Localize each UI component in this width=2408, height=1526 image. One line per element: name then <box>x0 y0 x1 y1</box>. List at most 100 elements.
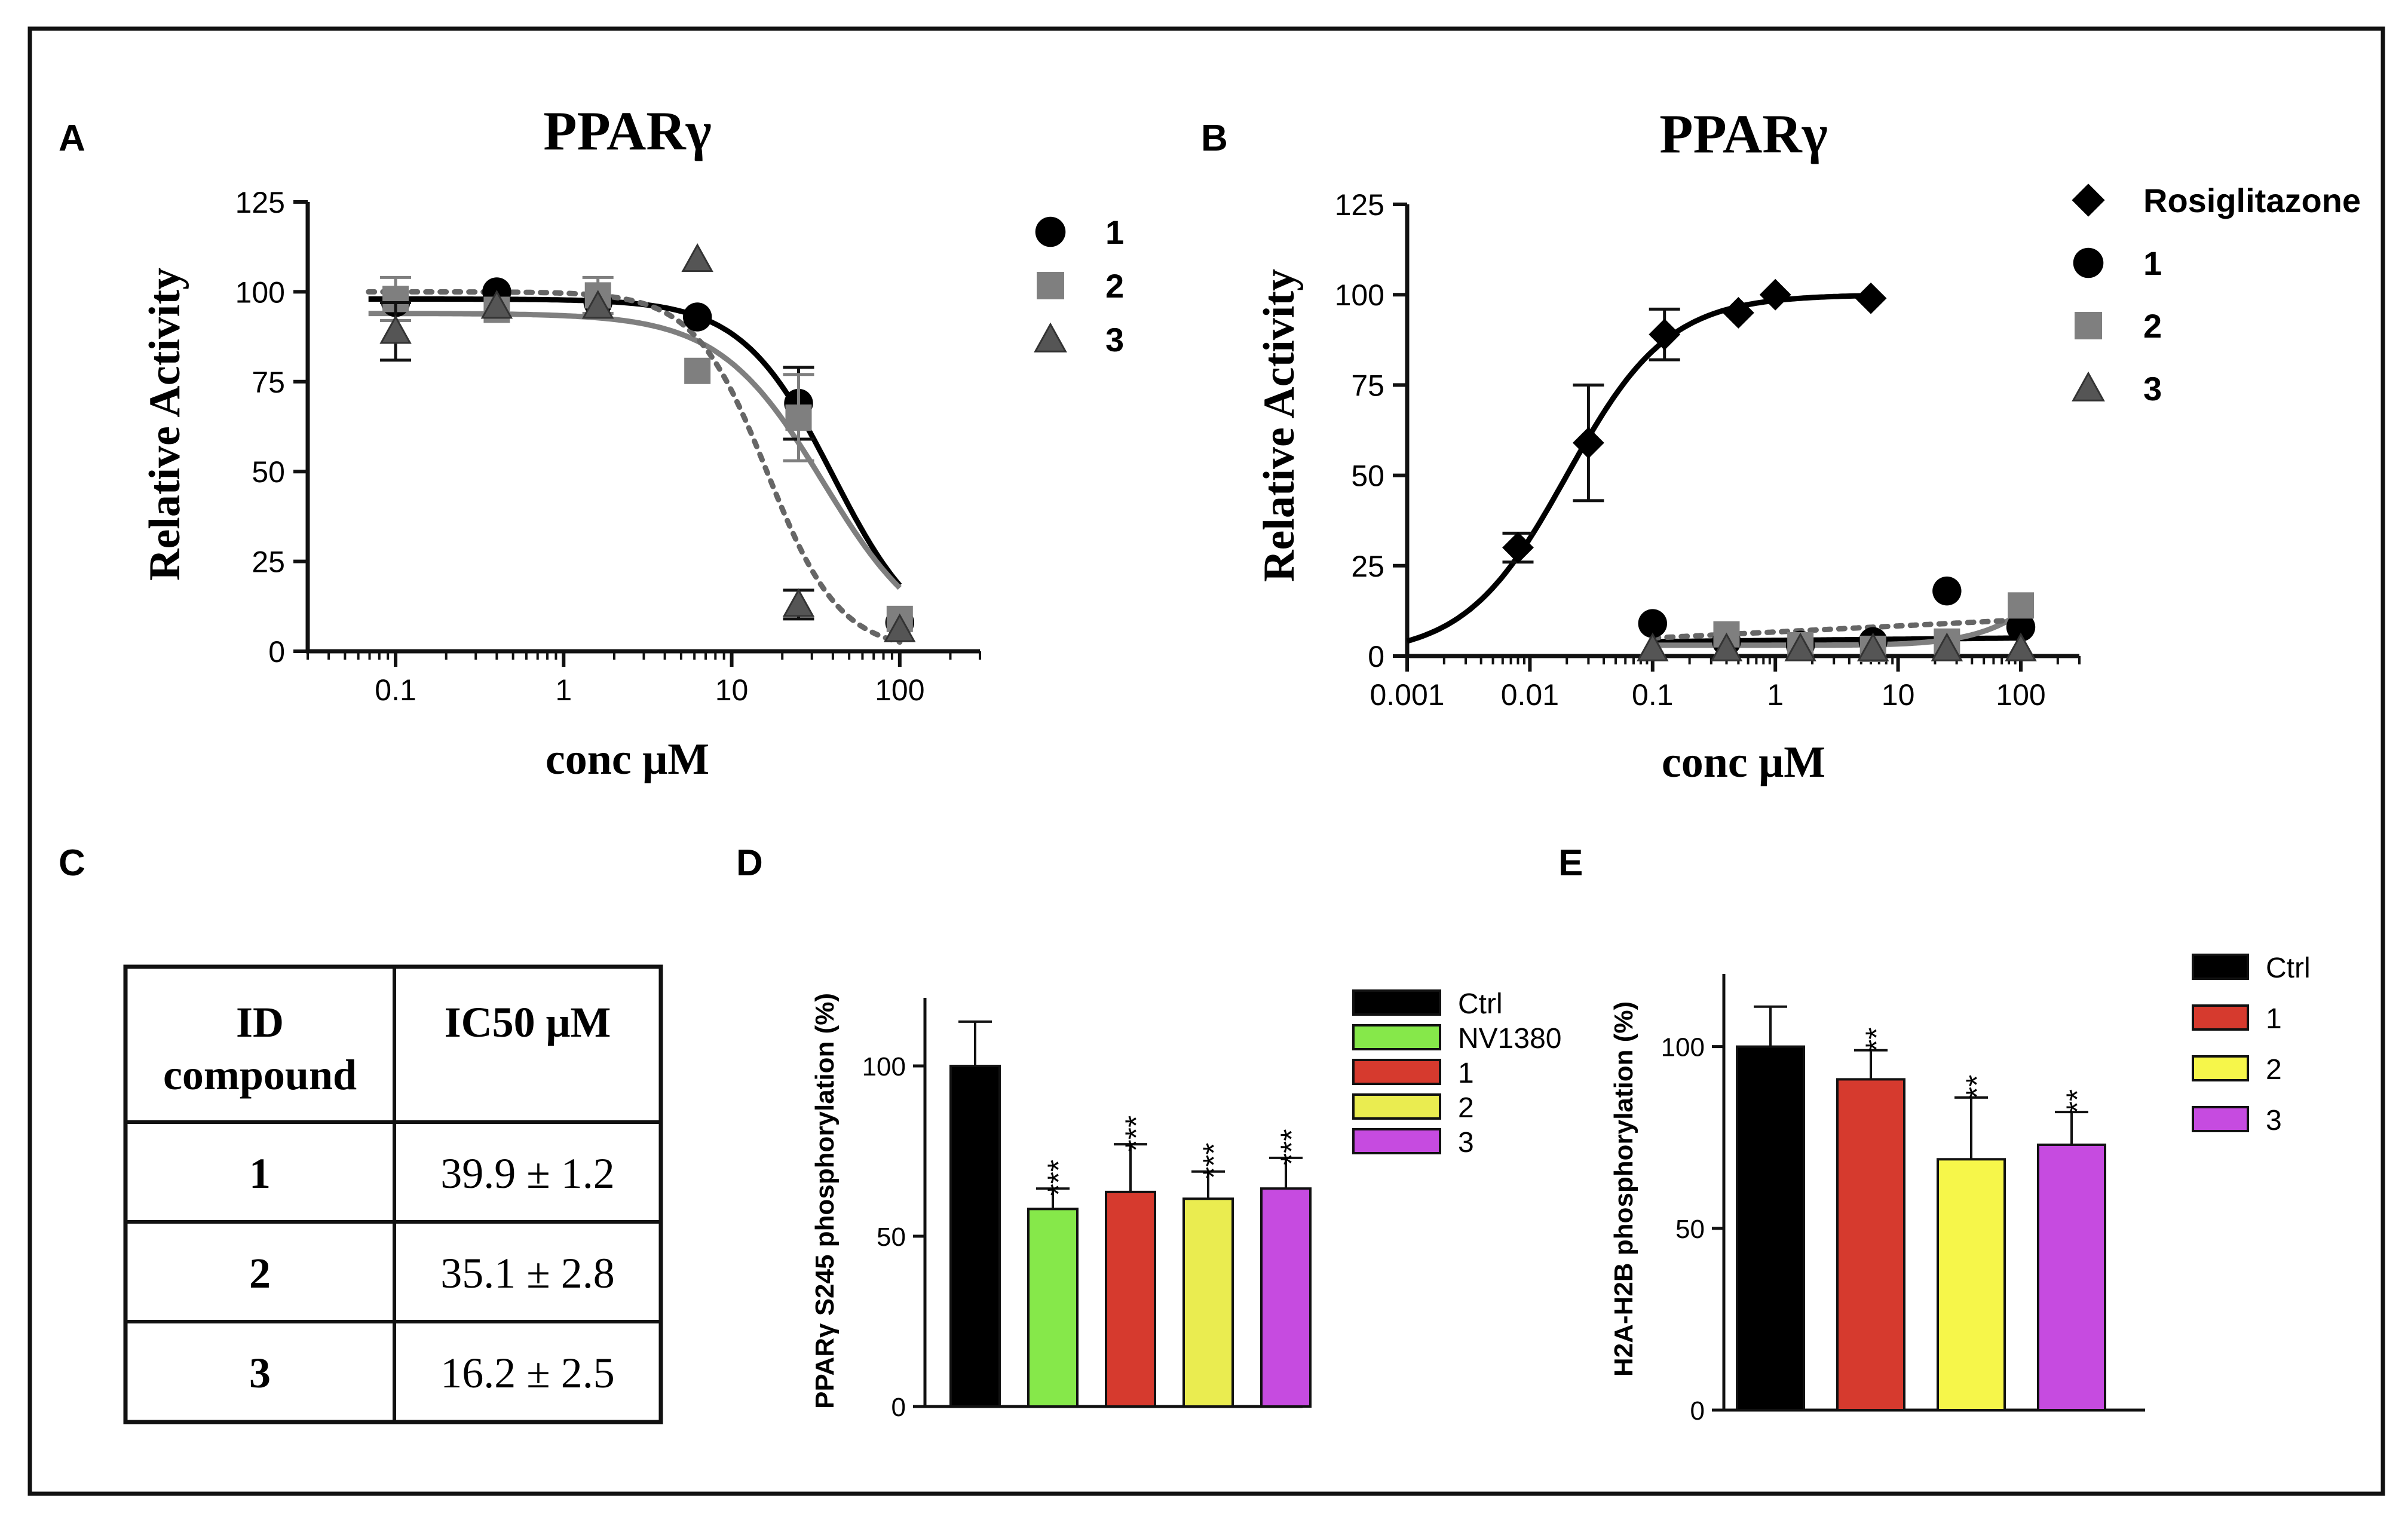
data-point-series-3 <box>884 613 916 642</box>
legend-swatch-NV1380 <box>1352 1024 1441 1050</box>
fit-curve-series-2 <box>368 311 902 590</box>
chart-e-ylabel: H2A-H2B phosphorylation (%) <box>1609 1001 1638 1377</box>
data-point-series-3 <box>1856 632 1889 661</box>
x-tick-label: 0.1 <box>1632 678 1674 712</box>
legend-label-1: 1 <box>1458 1058 1474 1089</box>
bar-NV1380 <box>1027 1208 1079 1408</box>
panel-label-e: E <box>1558 842 1583 884</box>
panel-label-a: A <box>59 118 85 159</box>
x-tick-label: 1 <box>555 673 572 707</box>
legend-marker-1 <box>1035 216 1066 247</box>
data-point-series-3 <box>1931 632 1963 661</box>
significance-label: ** <box>1960 1075 1995 1099</box>
results-table: ID compound IC50 μM 1 39.9 ± 1.2 2 35.1 … <box>123 964 663 1424</box>
bar-3 <box>2037 1143 2106 1411</box>
x-tick-label: 100 <box>1996 678 2045 712</box>
legend-marker-1 <box>2073 247 2104 278</box>
panel-label-b: B <box>1201 118 1228 159</box>
data-point-series-3 <box>480 290 513 319</box>
legend-marker-2 <box>2075 312 2102 339</box>
legend-label-Ctrl: Ctrl <box>2266 952 2311 984</box>
table-cell-ic50: 16.2 ± 2.5 <box>440 1349 615 1397</box>
legend-label-2: 2 <box>1105 267 1124 305</box>
legend-swatch-2 <box>2192 1055 2249 1081</box>
table-cell-ic50: 39.9 ± 1.2 <box>440 1150 615 1197</box>
legend-label-2: 2 <box>2143 307 2162 345</box>
data-point-series-3 <box>681 243 713 272</box>
data-point-series-Rosiglitazone <box>1573 427 1604 459</box>
data-point-series-2 <box>2007 592 2034 619</box>
legend-label-3: 3 <box>1105 321 1124 358</box>
data-point-series-3 <box>782 588 815 617</box>
legend-swatch-3 <box>1352 1128 1441 1154</box>
data-point-series-2 <box>785 404 812 431</box>
chart-a-title: PPARγ <box>543 100 711 161</box>
legend-label-3: 3 <box>2266 1105 2282 1136</box>
table-cell-ic50: 35.1 ± 2.8 <box>440 1249 615 1297</box>
y-tick-label: 0 <box>891 1393 906 1422</box>
data-point-series-1 <box>2006 612 2036 642</box>
chart-a-legend: 1 2 3 <box>1034 213 1124 358</box>
y-tick-label: 125 <box>1335 188 1384 222</box>
chart-b-legend: Rosiglitazone 1 2 3 <box>2072 182 2361 407</box>
x-tick-label: 0.1 <box>375 673 416 707</box>
data-point-series-1 <box>1638 609 1667 638</box>
chart-b-xlabel: conc μM <box>1662 738 1825 787</box>
chart-a-xlabel: conc μM <box>546 735 709 784</box>
chart-panel-b: PPARγ Relative Activity conc μM 0 25 50 75 1… <box>1255 103 2361 787</box>
legend-label-3: 3 <box>2143 370 2162 407</box>
bar-1 <box>1836 1078 1905 1411</box>
legend-label-NV1380: NV1380 <box>1458 1023 1561 1055</box>
legend-marker-2 <box>1037 272 1064 299</box>
bar-3 <box>1260 1187 1312 1408</box>
significance-label: ** <box>2061 1089 2095 1113</box>
y-tick-label: 75 <box>1351 369 1384 402</box>
legend-marker-3 <box>2072 371 2105 402</box>
y-tick-label: 50 <box>877 1222 906 1252</box>
data-point-series-Rosiglitazone <box>1649 318 1681 351</box>
data-point-series-3 <box>581 290 614 319</box>
legend-label-1: 1 <box>2266 1003 2282 1035</box>
bar-2 <box>1182 1197 1234 1408</box>
chart-b-ylabel: Relative Activity <box>1255 269 1304 582</box>
data-point-series-1 <box>682 302 712 332</box>
chart-d-ylabel: PPARγ S245 phosphorylation (%) <box>810 993 840 1409</box>
legend-swatch-Ctrl <box>1352 989 1441 1016</box>
y-tick-label: 75 <box>252 366 285 399</box>
table-header-id-line1: ID <box>236 998 284 1046</box>
x-tick-label: 0.001 <box>1370 678 1444 712</box>
data-point-series-3 <box>1637 632 1669 661</box>
data-point-series-Rosiglitazone <box>1855 282 1887 314</box>
legend-swatch-1 <box>1352 1059 1441 1085</box>
bar-Ctrl <box>1736 1045 1805 1411</box>
y-tick-label: 100 <box>862 1052 906 1081</box>
legend-marker-3 <box>1034 322 1067 353</box>
data-point-series-1 <box>1932 576 1962 606</box>
legend-swatch-Ctrl <box>2192 954 2249 980</box>
y-tick-label: 100 <box>235 275 285 309</box>
table-header-ic50: IC50 μM <box>445 998 611 1046</box>
chart-b-title: PPARγ <box>1659 103 1827 164</box>
bar-2 <box>1937 1158 2006 1411</box>
legend-label-Ctrl: Ctrl <box>1458 988 1503 1020</box>
data-point-series-Rosiglitazone <box>1722 297 1754 329</box>
chart-panel-e: H2A-H2B phosphorylation (%) 0 50 100 ** ** **… <box>1609 952 2311 1426</box>
table-cell-id: 3 <box>249 1349 271 1397</box>
chart-e-legend: Ctrl 1 2 3 <box>2192 952 2311 1136</box>
legend-label-2: 2 <box>1458 1092 1474 1124</box>
bar-1 <box>1105 1190 1156 1408</box>
chart-panel-a: PPARγ Relative Activity conc μM 0 25 50 75 1… <box>140 100 1124 784</box>
x-tick-label: 10 <box>715 673 749 707</box>
significance-label: *** <box>1197 1142 1232 1179</box>
y-tick-label: 50 <box>252 455 285 489</box>
y-tick-label: 50 <box>1675 1215 1705 1244</box>
legend-label-1: 1 <box>2143 244 2162 282</box>
legend-label-Rosiglitazone: Rosiglitazone <box>2143 182 2361 219</box>
y-tick-label: 100 <box>1335 278 1384 312</box>
y-tick-label: 0 <box>1368 640 1384 673</box>
data-point-series-Rosiglitazone <box>1759 278 1791 311</box>
significance-label: *** <box>1042 1160 1077 1196</box>
x-tick-label: 100 <box>875 673 924 707</box>
table-header-id-line2: compound <box>163 1051 357 1099</box>
